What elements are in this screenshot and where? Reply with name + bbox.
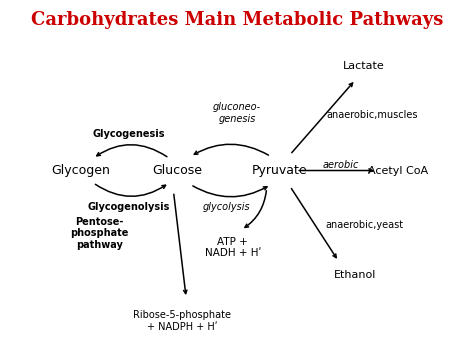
Text: gluconeo-
genesis: gluconeo- genesis	[213, 102, 261, 124]
Text: Glycogen: Glycogen	[51, 164, 110, 177]
Text: Glycogenolysis: Glycogenolysis	[88, 202, 170, 212]
Text: Lactate: Lactate	[343, 61, 385, 71]
Text: Ribose-5-phosphate
+ NADPH + Hʹ: Ribose-5-phosphate + NADPH + Hʹ	[133, 310, 231, 332]
Text: Glucose: Glucose	[153, 164, 203, 177]
Text: anaerobic,muscles: anaerobic,muscles	[327, 110, 418, 120]
Text: Acetyl CoA: Acetyl CoA	[368, 165, 428, 175]
Text: anaerobic,yeast: anaerobic,yeast	[325, 220, 403, 230]
Text: glycolysis: glycolysis	[202, 202, 250, 212]
Text: Glycogenesis: Glycogenesis	[93, 129, 165, 139]
Text: Pentose-
phosphate
pathway: Pentose- phosphate pathway	[70, 217, 128, 250]
Text: aerobic: aerobic	[322, 160, 359, 170]
Text: ATP +
NADH + Hʹ: ATP + NADH + Hʹ	[205, 236, 261, 258]
Text: Pyruvate: Pyruvate	[252, 164, 307, 177]
Text: Carbohydrates Main Metabolic Pathways: Carbohydrates Main Metabolic Pathways	[31, 11, 443, 29]
Text: Ethanol: Ethanol	[334, 271, 377, 280]
